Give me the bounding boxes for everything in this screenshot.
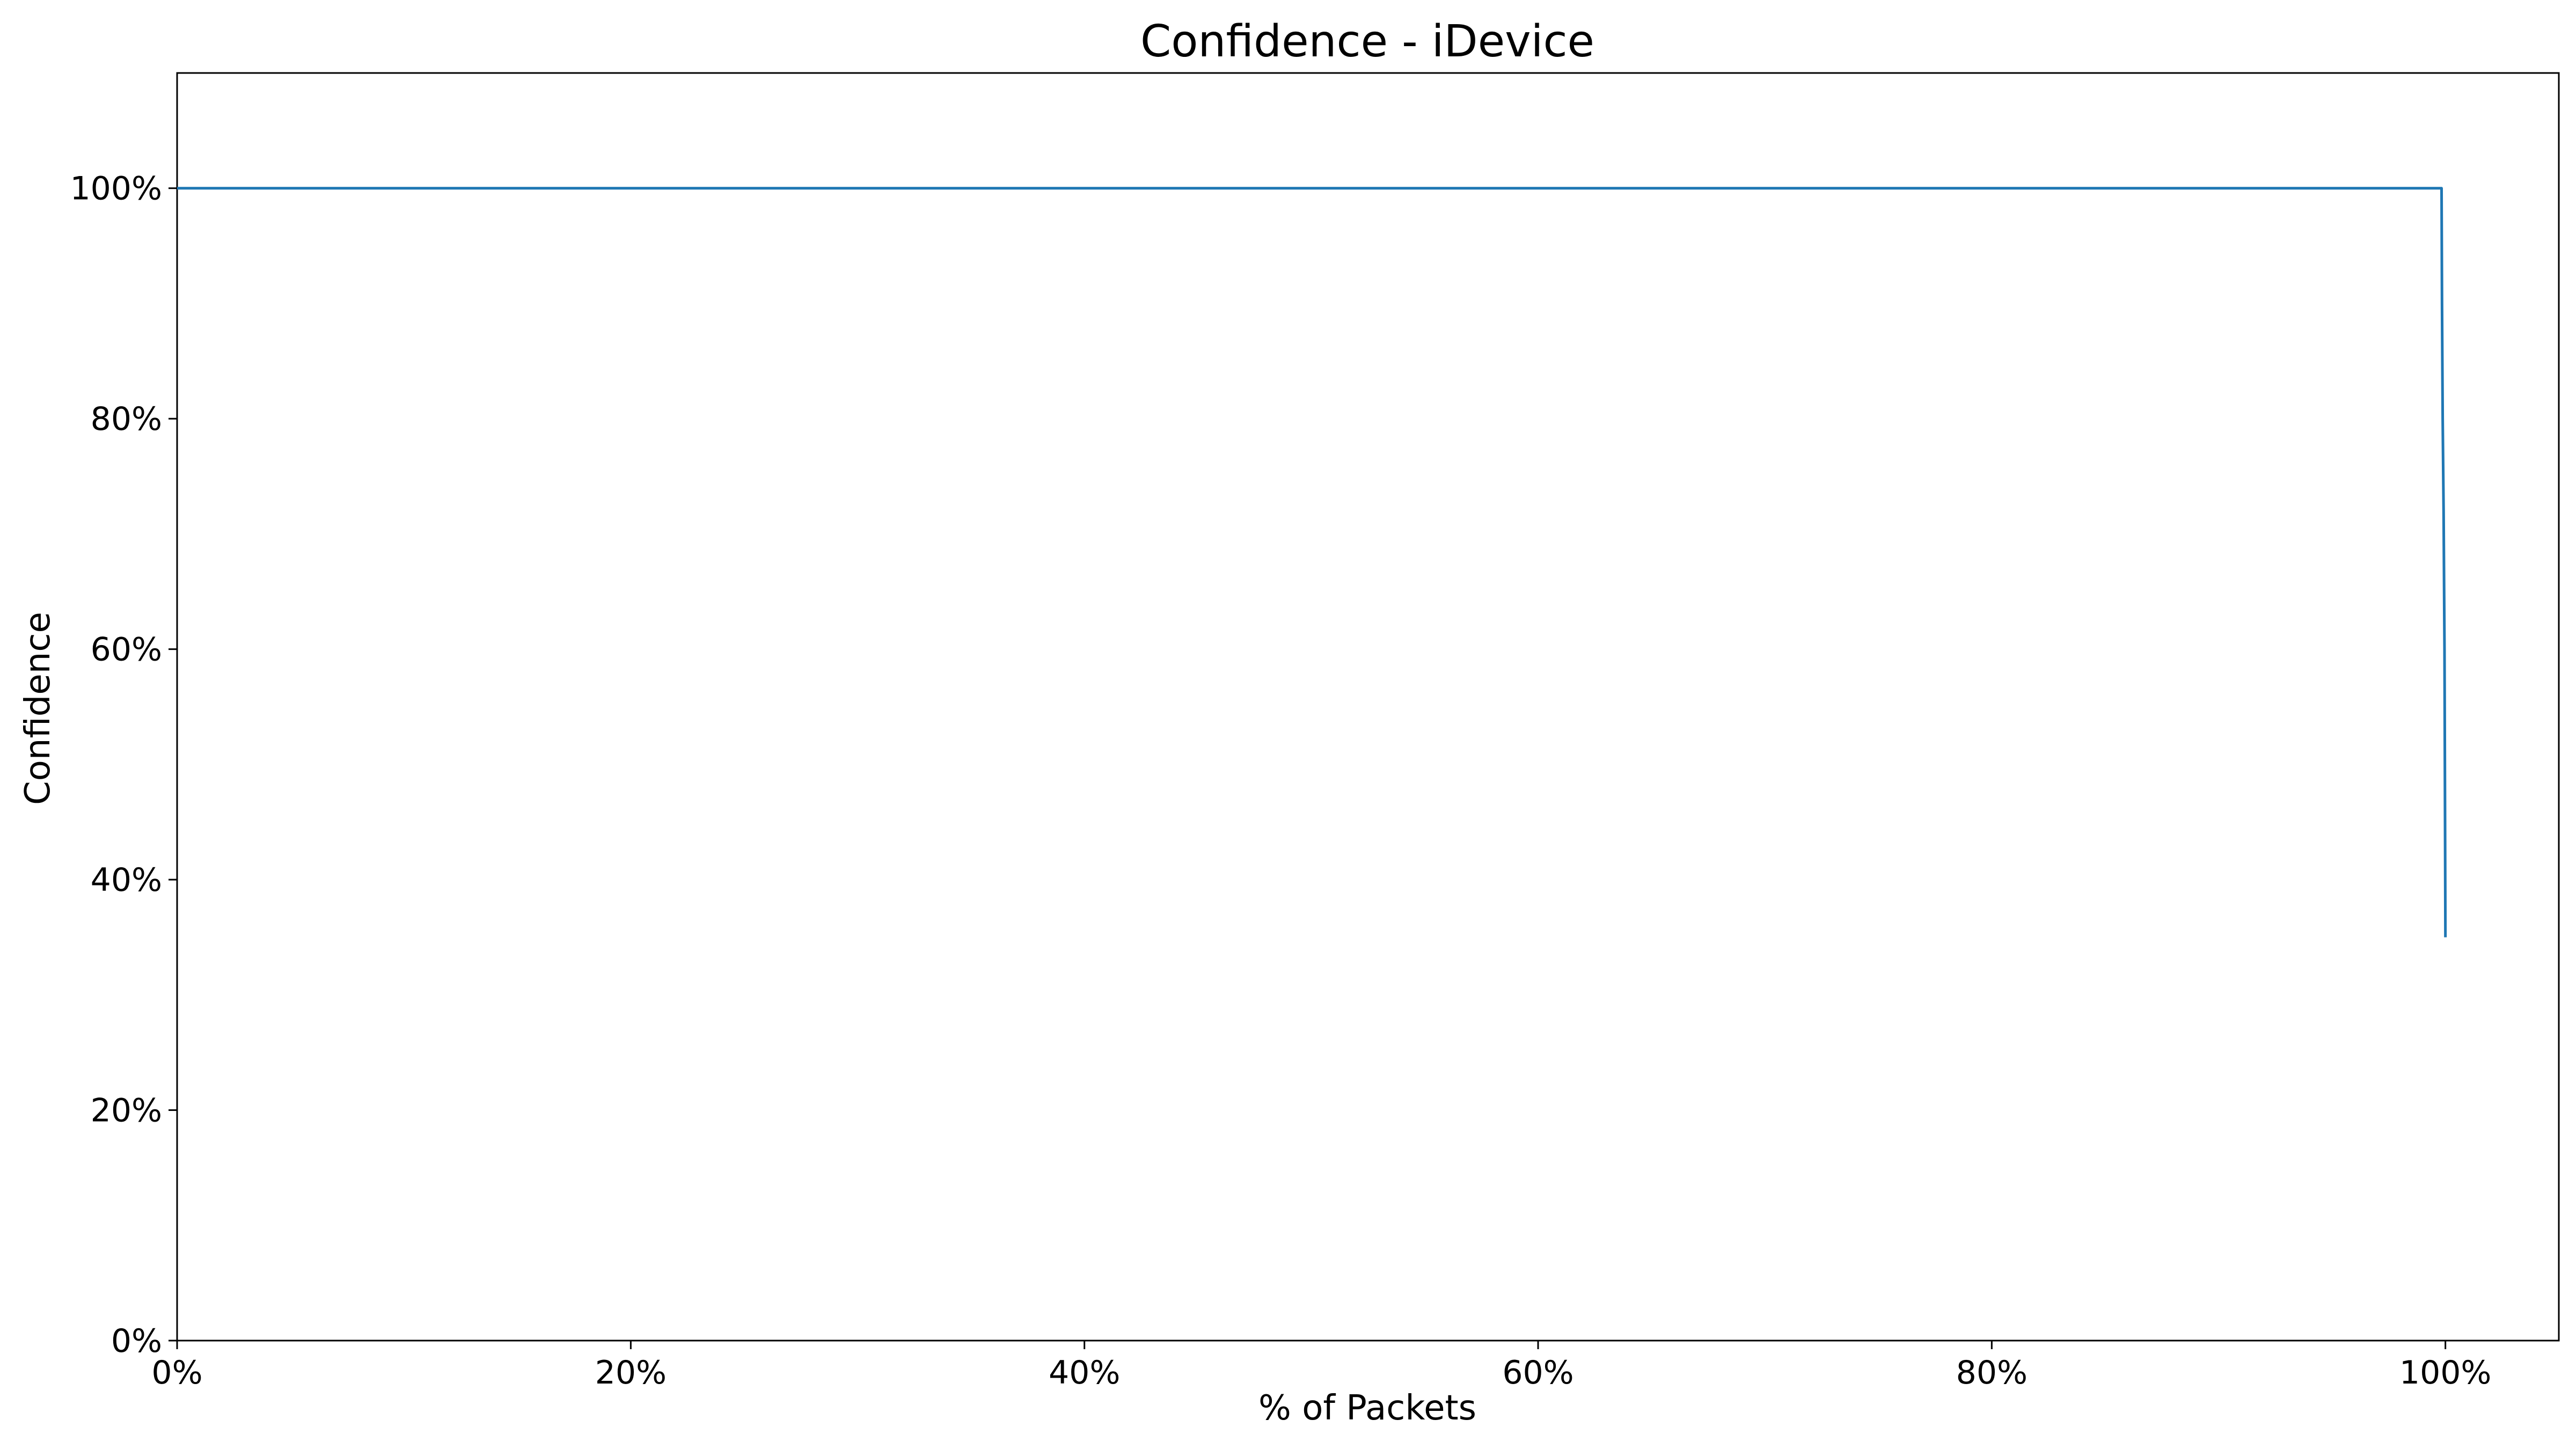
y-axis-label: Confidence — [18, 612, 58, 805]
y-tick-label: 60% — [91, 631, 162, 669]
y-tick-label: 0% — [111, 1322, 162, 1360]
y-tick-label: 20% — [91, 1092, 162, 1130]
y-tick-label: 80% — [91, 400, 162, 438]
y-axis: 0% 20% 40% 60% 80% 100% — [70, 170, 177, 1360]
x-tick-label: 80% — [1956, 1354, 2028, 1392]
chart-title: Confidence - iDevice — [1140, 16, 1594, 67]
x-axis-label: % of Packets — [1258, 1388, 1476, 1428]
x-tick-label: 40% — [1049, 1354, 1120, 1392]
x-tick-label: 60% — [1502, 1354, 1574, 1392]
x-tick-label: 0% — [151, 1354, 202, 1392]
series-line-1 — [177, 187, 2447, 938]
plot-area — [176, 72, 2560, 1342]
plot-frame — [176, 72, 2560, 1342]
y-tick-label: 40% — [91, 861, 162, 899]
y-tick-label: 100% — [70, 170, 162, 208]
x-tick-label: 100% — [2399, 1354, 2492, 1392]
x-tick-label: 20% — [595, 1354, 667, 1392]
x-axis: 0% 20% 40% 60% 80% 100% — [151, 1341, 2491, 1392]
